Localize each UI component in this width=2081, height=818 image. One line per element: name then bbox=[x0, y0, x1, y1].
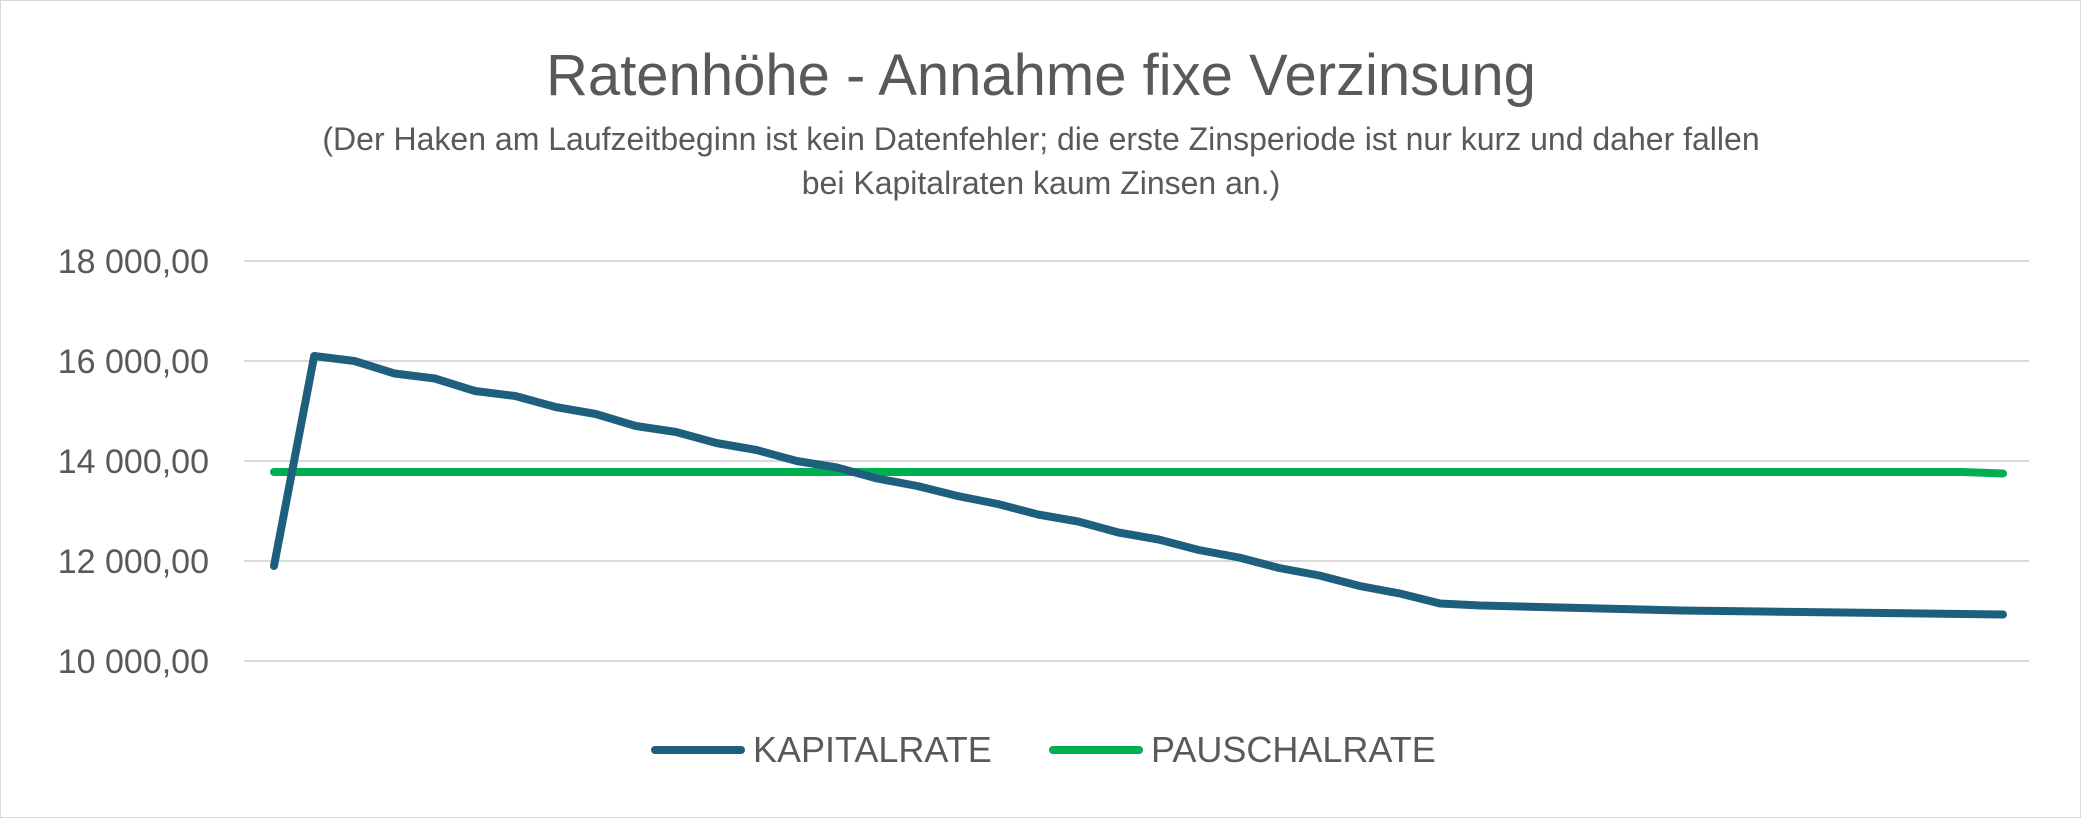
series-line-pauschalrate bbox=[270, 468, 2007, 478]
y-tick-label: 12 000,00 bbox=[58, 543, 209, 581]
legend-label-kapitalrate: KAPITALRATE bbox=[753, 729, 992, 770]
y-axis-tick-labels: 10 000,00 12 000,00 14 000,00 16 000,00 18 0… bbox=[58, 243, 209, 681]
y-tick-label: 18 000,00 bbox=[58, 243, 209, 281]
y-tick-label: 10 000,00 bbox=[58, 643, 209, 681]
chart-subtitle-line-2: bei Kapitalraten kaum Zinsen an.) bbox=[802, 165, 1280, 201]
gridlines bbox=[244, 260, 2029, 662]
y-tick-label: 14 000,00 bbox=[58, 443, 209, 481]
series-line-kapitalrate bbox=[270, 352, 2007, 619]
chart-title: Ratenhöhe - Annahme fixe Verzinsung bbox=[546, 43, 1536, 108]
y-tick-label: 16 000,00 bbox=[58, 343, 209, 381]
legend: KAPITALRATE PAUSCHALRATE bbox=[651, 729, 1436, 770]
series-lines bbox=[270, 352, 2007, 619]
legend-label-pauschalrate: PAUSCHALRATE bbox=[1151, 729, 1436, 770]
chart-subtitle-line-1: (Der Haken am Laufzeitbeginn ist kein Da… bbox=[322, 121, 1759, 157]
